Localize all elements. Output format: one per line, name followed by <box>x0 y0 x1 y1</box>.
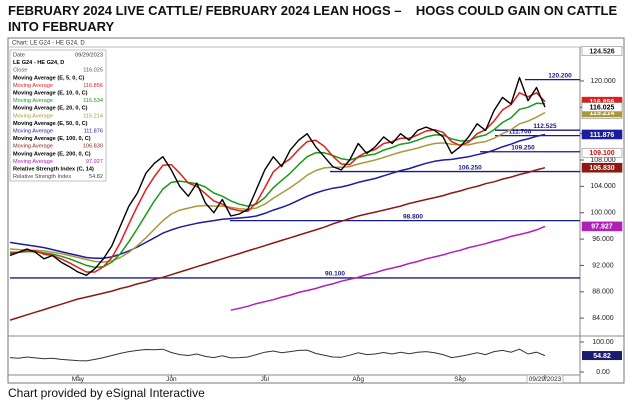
level-label: 120.200 <box>548 72 572 79</box>
series-value-box-bg <box>581 221 623 232</box>
legend-label: Moving Average <box>13 98 53 104</box>
legend-label: Moving Average <box>13 144 53 150</box>
series-line <box>9 133 546 259</box>
level-label: 90.100 <box>325 271 345 278</box>
x-tick-label: May <box>72 376 85 383</box>
legend-value: 116.534 <box>83 98 103 104</box>
series-value-box: 106.830 <box>589 165 614 172</box>
y-tick-label: 88.000 <box>592 289 614 296</box>
legend-label: Moving Average (E, 100, 0, C) <box>13 136 91 142</box>
legend-label: Moving Average (E, 20, 0, C) <box>13 106 88 112</box>
rsi-value-bg <box>582 351 622 361</box>
price-label-bg <box>581 147 623 158</box>
series-value-box: 97.927 <box>591 224 613 231</box>
y-tick-label: 84.000 <box>592 315 614 322</box>
series-line <box>9 76 546 276</box>
legend-label: Close <box>13 68 27 74</box>
price-label-bg <box>581 46 623 56</box>
series-value-box-bg <box>581 129 623 140</box>
x-tick-label: 09/29/2023 <box>529 376 562 383</box>
legend-label: Date <box>13 52 25 58</box>
x-tick-label: Jun <box>166 376 177 383</box>
legend-label: Relative Strength Index (C, 14) <box>13 166 94 172</box>
legend-value: 116.856 <box>83 83 103 89</box>
series-line <box>230 225 546 311</box>
level-label: 111.700 <box>509 128 532 135</box>
legend-label: Moving Average (E, 200, 0, C) <box>13 151 91 157</box>
level-label: 106.250 <box>458 164 482 171</box>
price-label: 124.526 <box>589 48 614 55</box>
level-label: 98.800 <box>403 213 423 220</box>
legend-label: Moving Average (E, 50, 0, C) <box>13 121 88 127</box>
legend-label: LE G24 - HE G24, D <box>13 60 64 66</box>
legend-value: 09/29/2023 <box>75 52 103 58</box>
series-line <box>10 102 546 269</box>
legend-box <box>9 49 107 182</box>
rsi-line <box>9 348 546 362</box>
y-tick-label: 92.000 <box>592 262 614 269</box>
x-tick-label: Jul <box>261 376 270 383</box>
y-tick-label: 100.000 <box>590 210 615 217</box>
price-label: 109.100 <box>589 150 614 157</box>
x-tick-label: Aug <box>352 376 364 383</box>
series-line <box>9 166 546 321</box>
series-value-box: 111.876 <box>590 132 615 139</box>
level-label: 109.250 <box>511 144 535 151</box>
x-tick-label: Sep <box>454 376 466 383</box>
rsi-tick-label: 100.00 <box>592 339 614 346</box>
legend-label: Moving Average (E, 5, 0, C) <box>13 75 85 81</box>
legend-label: Moving Average <box>13 113 53 119</box>
close-value-box: 116.025 <box>590 104 615 111</box>
series-value-box-bg <box>581 162 623 173</box>
legend-value: 97.927 <box>86 159 103 165</box>
y-tick-label: 120.000 <box>590 78 615 85</box>
y-tick-label: 104.000 <box>590 183 615 190</box>
legend-label: Moving Average <box>13 159 53 165</box>
legend-value: 116.025 <box>83 68 103 74</box>
y-tick-label: 96.000 <box>592 236 614 243</box>
series-line <box>9 92 546 273</box>
level-label: 112.525 <box>533 123 557 130</box>
close-value-box-bg <box>581 102 623 112</box>
legend-label: Moving Average (E, 10, 0, C) <box>13 90 88 96</box>
legend-value: 54.82 <box>89 174 103 180</box>
series-value-box: 115.214 <box>590 110 615 117</box>
legend-label: Moving Average <box>13 83 53 89</box>
legend-label: Moving Average <box>13 128 53 134</box>
rsi-value: 54.82 <box>593 353 611 360</box>
chart-header: Chart: LE G24 - HE G24, D <box>12 41 85 47</box>
legend-value: 106.830 <box>83 144 103 150</box>
chart-frame <box>7 37 625 384</box>
series-line <box>9 111 546 263</box>
rsi-tick-label: 0.00 <box>596 369 610 376</box>
legend-value: 115.214 <box>83 113 103 119</box>
page-title: FEBRUARY 2024 LIVE CATTLE/ FEBRUARY 2024… <box>8 3 621 34</box>
legend-value: 111.876 <box>84 128 103 134</box>
y-tick-label: 108.000 <box>590 157 615 164</box>
footer: Chart provided by eSignal Interactive <box>8 386 205 400</box>
legend-label: Relative Strength Index <box>13 174 71 180</box>
